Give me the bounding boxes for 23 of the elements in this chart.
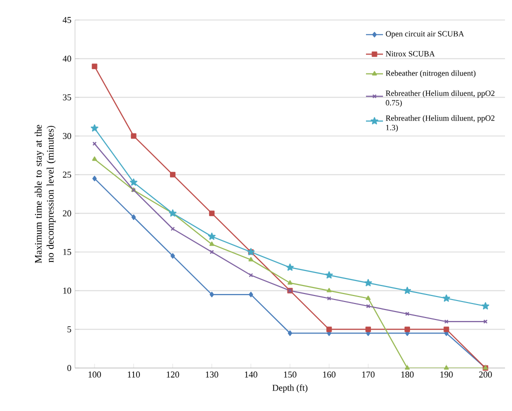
y-tick-label: 35 [62, 94, 72, 100]
x-tick-label: 100 [88, 372, 101, 378]
y-tick-label: 25 [62, 172, 72, 178]
x-tick-label: 150 [284, 372, 296, 378]
y-axis-title: Maximum time able to stay at the no decompression level (minutes) [34, 124, 56, 264]
y-tick-label: 20 [62, 210, 72, 216]
y-tick-label: 40 [62, 56, 72, 62]
x-tick-label: 190 [440, 372, 453, 378]
x-tick-label: 130 [206, 372, 218, 378]
x-tick-label: 200 [479, 372, 492, 378]
y-tick-label: 45 [62, 17, 72, 23]
y-tick-label: 15 [63, 248, 72, 256]
x-axis-title: Depth (ft) [272, 384, 308, 393]
x-tick-label: 160 [323, 372, 336, 378]
x-tick-label: 170 [362, 372, 375, 378]
y-tick-label: 0 [67, 364, 72, 372]
x-tick-label: 110 [128, 372, 140, 378]
x-tick-label: 140 [244, 372, 258, 378]
y-tick-label: 5 [68, 326, 72, 332]
y-tick-label: 30 [62, 132, 72, 140]
y-tick-label: 10 [63, 288, 72, 294]
x-tick-label: 180 [401, 372, 414, 378]
x-tick-label: 120 [166, 372, 180, 378]
